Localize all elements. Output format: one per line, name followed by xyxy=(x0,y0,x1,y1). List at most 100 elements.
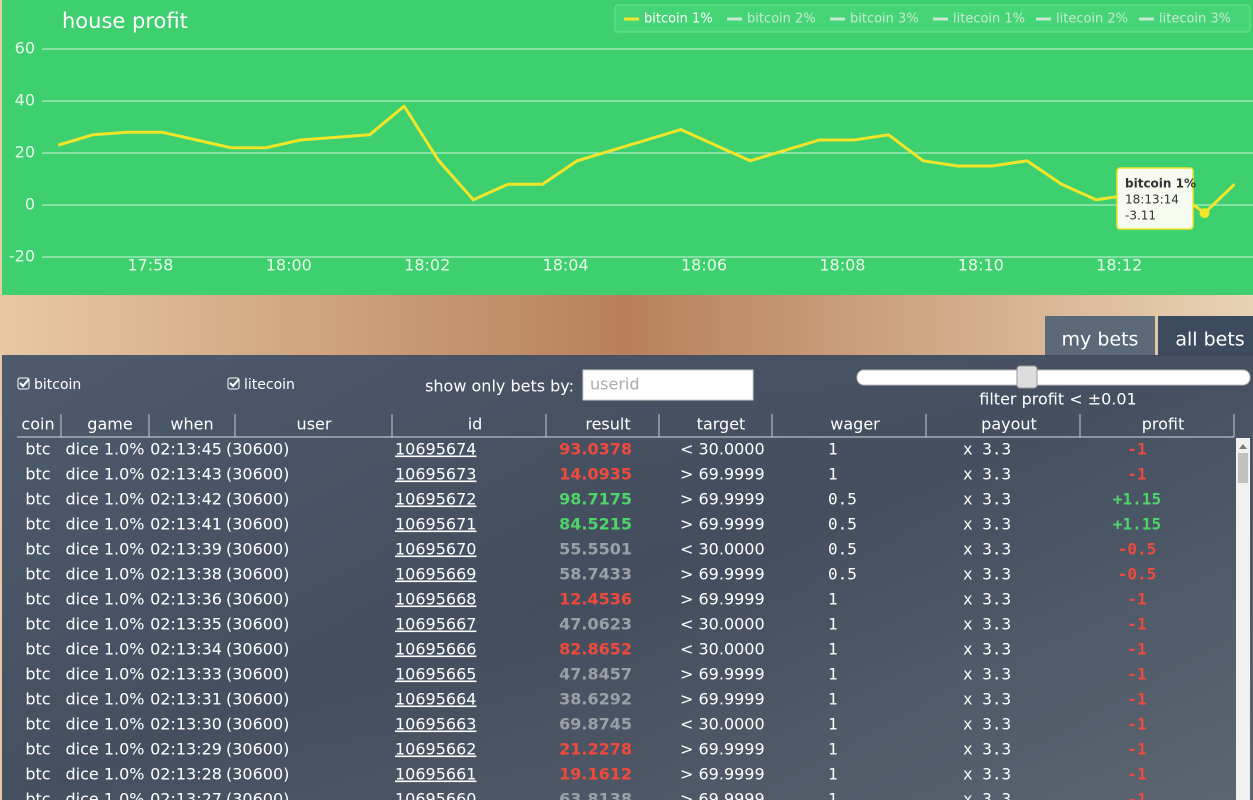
cell-when: 02:13:31 xyxy=(150,690,222,709)
cell-when: 02:13:35 xyxy=(150,615,222,634)
cell-user: (30600) xyxy=(226,440,289,459)
cell-game: dice 1.0% xyxy=(66,565,145,584)
cell-payout: x 3.3 xyxy=(963,690,1011,709)
legend-label[interactable]: litecoin 1% xyxy=(953,12,1025,27)
cell-id[interactable]: 10695673 xyxy=(395,465,476,484)
y-tick-label: 20 xyxy=(15,143,35,162)
cell-when: 02:13:38 xyxy=(150,565,222,584)
cell-result: 82.8652 xyxy=(559,640,632,659)
filter-label[interactable]: litecoin xyxy=(244,377,295,393)
cell-payout: x 3.3 xyxy=(963,565,1011,584)
highlight-point[interactable] xyxy=(1199,208,1210,219)
cell-when: 02:13:34 xyxy=(150,640,222,659)
cell-when: 02:13:33 xyxy=(150,665,222,684)
cell-profit: -1 xyxy=(1127,640,1146,659)
cell-payout: x 3.3 xyxy=(963,740,1011,759)
cell-target: > 69.9999 xyxy=(680,465,765,484)
column-header[interactable]: profit xyxy=(1142,415,1185,434)
cell-id[interactable]: 10695661 xyxy=(395,765,476,784)
cell-user: (30600) xyxy=(226,665,289,684)
cell-game: dice 1.0% xyxy=(66,790,145,800)
column-header[interactable]: game xyxy=(87,415,132,434)
column-header[interactable]: coin xyxy=(21,415,54,434)
cell-payout: x 3.3 xyxy=(963,615,1011,634)
cell-result: 47.8457 xyxy=(559,665,632,684)
input-placeholder[interactable]: userid xyxy=(590,375,640,394)
check-mark xyxy=(229,378,240,388)
profit-filter: filter profit < ±0.01 xyxy=(979,390,1136,409)
legend-label[interactable]: litecoin 2% xyxy=(1056,12,1128,27)
cell-id[interactable]: 10695662 xyxy=(395,740,476,759)
cell-game: dice 1.0% xyxy=(66,665,145,684)
cell-user: (30600) xyxy=(226,540,289,559)
cell-game: dice 1.0% xyxy=(66,490,145,509)
scroll-arrow[interactable] xyxy=(1239,444,1247,449)
cell-payout: x 3.3 xyxy=(963,765,1011,784)
column-header[interactable]: result xyxy=(585,415,630,434)
cell-id[interactable]: 10695670 xyxy=(395,540,476,559)
tab-label[interactable]: my bets xyxy=(1062,329,1139,351)
checkbox[interactable] xyxy=(227,377,240,390)
cell-payout: x 3.3 xyxy=(963,640,1011,659)
x-tick-label: 18:04 xyxy=(543,256,589,275)
tooltip-series: bitcoin 1% xyxy=(1125,177,1196,191)
cell-id[interactable]: 10695672 xyxy=(395,490,476,509)
scrollbar-thumb[interactable] xyxy=(1238,453,1248,483)
cell-target: > 69.9999 xyxy=(680,515,765,534)
cell-id[interactable]: 10695669 xyxy=(395,565,476,584)
legend-label[interactable]: bitcoin 2% xyxy=(747,12,816,27)
column-header[interactable]: user xyxy=(297,415,332,434)
cell-coin: btc xyxy=(25,765,50,784)
cell-id[interactable]: 10695674 xyxy=(395,440,476,459)
table-panel xyxy=(2,355,1253,800)
cell-game: dice 1.0% xyxy=(66,440,145,459)
user-input[interactable] xyxy=(582,369,754,401)
cell-id[interactable]: 10695665 xyxy=(395,665,476,684)
legend-label[interactable]: bitcoin 1% xyxy=(644,12,713,27)
cell-profit: -1 xyxy=(1127,615,1146,634)
cell-target: > 69.9999 xyxy=(680,490,765,509)
cell-game: dice 1.0% xyxy=(66,465,145,484)
cell-profit: +1.15 xyxy=(1113,515,1161,534)
cell-id[interactable]: 10695660 xyxy=(395,790,476,800)
column-header[interactable]: target xyxy=(697,415,746,434)
cell-payout: x 3.3 xyxy=(963,790,1011,800)
column-header[interactable]: payout xyxy=(981,415,1037,434)
x-tick-label: 18:12 xyxy=(1096,256,1142,275)
cell-target: > 69.9999 xyxy=(680,565,765,584)
cell-game: dice 1.0% xyxy=(66,590,145,609)
checkbox[interactable] xyxy=(17,377,30,390)
cell-user: (30600) xyxy=(226,690,289,709)
slider-handle[interactable] xyxy=(1016,365,1038,389)
cell-coin: btc xyxy=(25,440,50,459)
tab[interactable] xyxy=(1045,316,1155,356)
cell-profit: -1 xyxy=(1127,665,1146,684)
column-header[interactable]: when xyxy=(170,415,213,434)
chart-title: house profit xyxy=(62,9,188,33)
column-header[interactable]: wager xyxy=(830,415,880,434)
cell-id[interactable]: 10695666 xyxy=(395,640,476,659)
cell-game: dice 1.0% xyxy=(66,765,145,784)
scrollbar[interactable] xyxy=(1236,438,1250,800)
cell-id[interactable]: 10695664 xyxy=(395,690,476,709)
tab-active[interactable] xyxy=(1158,316,1253,356)
tooltip-value: -3.11 xyxy=(1125,209,1156,223)
cell-id[interactable]: 10695663 xyxy=(395,715,476,734)
tab-label[interactable]: all bets xyxy=(1175,329,1244,351)
cell-id[interactable]: 10695667 xyxy=(395,615,476,634)
slider-track[interactable] xyxy=(856,369,1251,386)
cell-id[interactable]: 10695668 xyxy=(395,590,476,609)
legend-label[interactable]: bitcoin 3% xyxy=(850,12,919,27)
cell-when: 02:13:39 xyxy=(150,540,222,559)
cell-target: < 30.0000 xyxy=(680,540,765,559)
cell-payout: x 3.3 xyxy=(963,465,1011,484)
cell-payout: x 3.3 xyxy=(963,490,1011,509)
cell-id[interactable]: 10695671 xyxy=(395,515,476,534)
filter-label[interactable]: bitcoin xyxy=(34,377,81,393)
legend-label[interactable]: litecoin 3% xyxy=(1159,12,1231,27)
column-header[interactable]: id xyxy=(468,415,483,434)
cell-result: 12.4536 xyxy=(559,590,632,609)
cell-user: (30600) xyxy=(226,715,289,734)
cell-game: dice 1.0% xyxy=(66,740,145,759)
cell-target: < 30.0000 xyxy=(680,440,765,459)
